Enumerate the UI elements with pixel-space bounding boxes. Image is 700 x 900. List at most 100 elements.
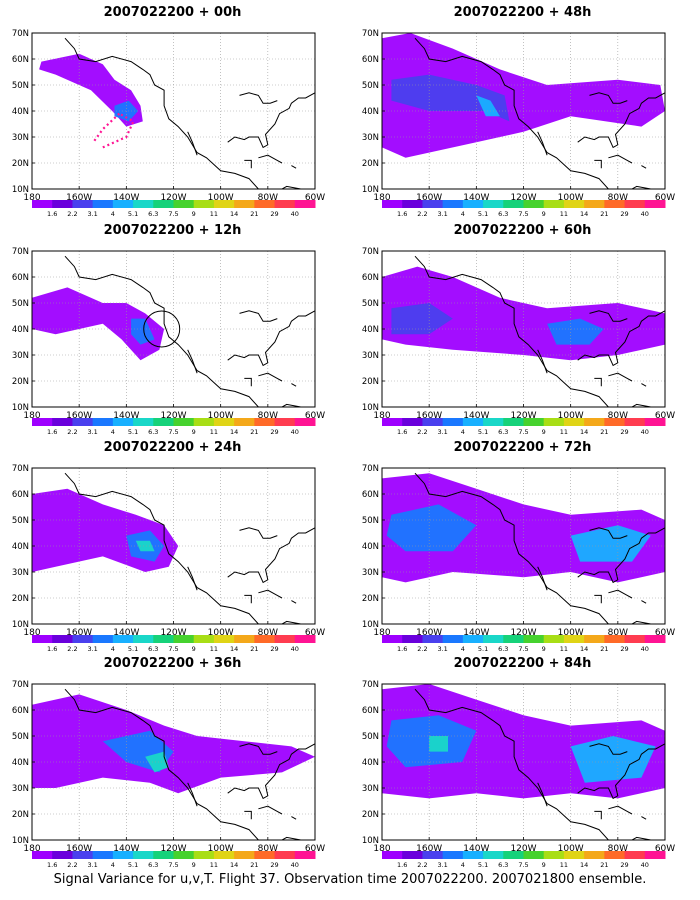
lon-label: 100W xyxy=(558,411,584,421)
panel-24h: 2007022200 + 24h 70N 60N 50N 40N 30N 20N 10N 18… xyxy=(0,440,340,655)
colorbar-label: 9 xyxy=(542,645,546,653)
coastline xyxy=(244,377,252,387)
panel-title: 2007022200 + 12h xyxy=(103,223,242,238)
lat-label: 60N xyxy=(12,490,29,500)
lat-label: 30N xyxy=(12,351,29,361)
lat-label: 40N xyxy=(362,325,379,335)
lon-label: 180 xyxy=(373,844,390,854)
coastline xyxy=(239,310,278,322)
figure-caption: Signal Variance for u,v,T. Flight 37. Ob… xyxy=(53,872,647,887)
colorbar-swatch xyxy=(133,635,154,643)
colorbar-swatch xyxy=(584,851,605,859)
colorbar-label: 11 xyxy=(560,861,568,869)
lon-label: 180 xyxy=(23,193,40,203)
lat-label: 40N xyxy=(362,542,379,552)
colorbar-swatch xyxy=(294,200,316,208)
coastline xyxy=(227,527,315,584)
colorbar-swatch xyxy=(173,851,195,859)
colorbar-swatch xyxy=(523,200,545,208)
colorbar-label: 2.2 xyxy=(417,645,427,653)
colorbar-label: 1.6 xyxy=(397,861,407,869)
colorbar-swatch xyxy=(422,851,444,859)
colorbar-label: 29 xyxy=(270,428,278,436)
colorbar-swatch xyxy=(213,635,235,643)
lat-label: 70N xyxy=(12,29,29,39)
colorbar-swatch xyxy=(173,418,195,426)
colorbar-swatch xyxy=(483,635,504,643)
lon-label: 60W xyxy=(305,193,325,203)
colorbar-label: 29 xyxy=(270,861,278,869)
panel-84h: 2007022200 + 84h 70N 60N 50N 40N 30N 20N 10N 18… xyxy=(350,656,690,871)
coastline xyxy=(258,154,283,164)
colorbar-label: 7.5 xyxy=(168,210,178,218)
coastline xyxy=(267,403,311,407)
colorbar-label: 11 xyxy=(210,645,218,653)
coastline xyxy=(414,688,609,840)
coastline xyxy=(227,92,315,149)
lat-label: 10N xyxy=(362,620,379,630)
lat-label: 20N xyxy=(12,594,29,604)
colorbar-swatch xyxy=(644,418,666,426)
colorbar-label: 3.1 xyxy=(437,210,447,218)
lon-label: 160W xyxy=(66,628,92,638)
panel-60h: 2007022200 + 60h 70N 60N 50N 40N 30N 20N 10N 18… xyxy=(350,223,690,438)
lon-label: 80W xyxy=(258,411,278,421)
colorbar-label: 5.1 xyxy=(128,428,138,436)
variance-field xyxy=(382,468,665,624)
lon-label: 160W xyxy=(416,193,442,203)
variance-contour xyxy=(135,540,155,552)
colorbar-label: 9 xyxy=(192,210,196,218)
lon-label: 180 xyxy=(23,411,40,421)
colorbar-label: 11 xyxy=(560,428,568,436)
coastline xyxy=(589,92,628,104)
coastline xyxy=(244,594,252,604)
colorbar-label: 21 xyxy=(600,645,608,653)
colorbar-label: 4 xyxy=(461,861,465,869)
colorbar-swatch xyxy=(442,635,464,643)
lat-label: 40N xyxy=(362,758,379,768)
lat-label: 10N xyxy=(12,620,29,630)
lon-label: 100W xyxy=(558,193,584,203)
colorbar-swatch xyxy=(503,635,524,643)
lat-label: 50N xyxy=(362,732,379,742)
lon-label: 160W xyxy=(416,628,442,638)
lat-label: 40N xyxy=(12,325,29,335)
colorbar-label: 14 xyxy=(580,210,588,218)
lon-label: 140W xyxy=(463,411,489,421)
colorbar-label: 6.3 xyxy=(148,428,158,436)
lon-label: 60W xyxy=(305,844,325,854)
colorbar-label: 6.3 xyxy=(498,428,508,436)
colorbar-label: 3.1 xyxy=(437,645,447,653)
colorbar-swatch xyxy=(422,635,444,643)
lat-label: 50N xyxy=(12,299,29,309)
coastline xyxy=(617,403,661,407)
panel-title: 2007022200 + 24h xyxy=(103,440,242,455)
colorbar-swatch xyxy=(294,635,316,643)
colorbar-label: 14 xyxy=(230,428,238,436)
colorbar-swatch xyxy=(644,851,666,859)
lat-label: 60N xyxy=(12,55,29,65)
coastline xyxy=(589,743,628,755)
colorbar-swatch xyxy=(92,418,114,426)
lon-label: 120W xyxy=(160,844,186,854)
lat-label: 30N xyxy=(362,568,379,578)
colorbar-label: 21 xyxy=(600,210,608,218)
colorbar-label: 40 xyxy=(641,428,649,436)
colorbar-swatch xyxy=(624,418,646,426)
coastline xyxy=(267,185,311,189)
coastline xyxy=(537,566,548,591)
coastline xyxy=(608,154,633,164)
variance-contour xyxy=(131,318,155,345)
colorbar-label: 29 xyxy=(270,645,278,653)
colorbar-swatch xyxy=(624,851,646,859)
panel-12h: 2007022200 + 12h 70N 60N 50N 40N 30N 20N 10N 18… xyxy=(0,223,340,438)
colorbar-label: 4 xyxy=(111,645,115,653)
colorbar-label: 21 xyxy=(250,428,258,436)
colorbar-swatch xyxy=(92,635,114,643)
colorbar-swatch xyxy=(193,851,215,859)
colorbar-swatch xyxy=(112,635,134,643)
lat-label: 30N xyxy=(362,784,379,794)
